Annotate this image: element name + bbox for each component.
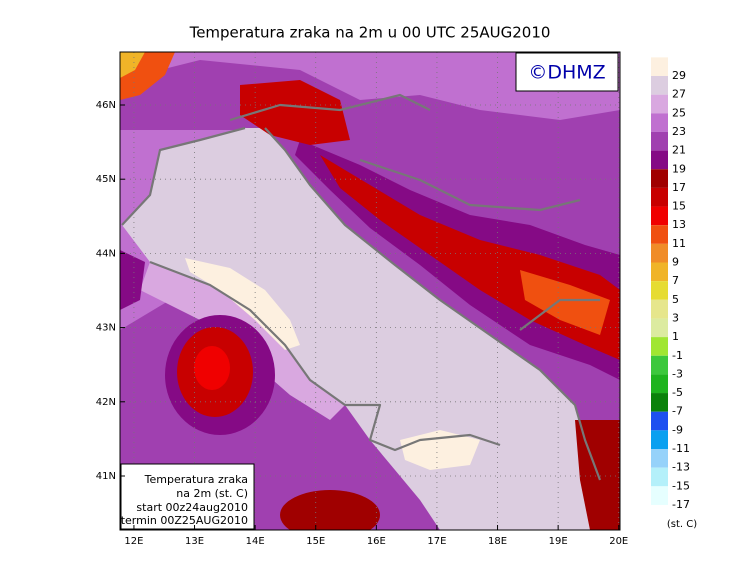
legend-swatch (651, 206, 668, 226)
legend-label: 1 (672, 330, 679, 343)
legend-swatch (651, 355, 668, 375)
legend-label: -5 (672, 386, 683, 399)
graticule (120, 52, 620, 530)
lat-label: 43N (96, 323, 116, 334)
legend-swatch (651, 299, 668, 319)
legend-swatch (651, 225, 668, 244)
legend-label: 3 (672, 311, 679, 324)
legend-swatch (651, 411, 668, 431)
legend-label: -17 (672, 498, 690, 511)
legend-swatch (651, 337, 668, 356)
lat-label: 44N (96, 248, 116, 259)
legend-swatch (651, 430, 668, 449)
legend-swatch (651, 113, 668, 132)
legend-label: 21 (672, 144, 686, 157)
legend-label: -7 (672, 405, 683, 418)
legend-label: 15 (672, 200, 686, 213)
lon-label: 16E (367, 536, 386, 547)
logo-box (515, 52, 619, 92)
legend-label: -9 (672, 423, 683, 436)
legend-swatch (651, 281, 668, 300)
legend-swatch (651, 393, 668, 412)
lat-label: 42N (96, 397, 116, 408)
lon-label: 12E (124, 536, 143, 547)
legend-label: -1 (672, 349, 683, 362)
lon-label: 17E (427, 536, 446, 547)
legend-swatch (651, 131, 668, 151)
lon-label: 20E (609, 536, 628, 547)
lon-label: 13E (185, 536, 204, 547)
legend-label: 11 (672, 237, 686, 250)
legend-label: -11 (672, 442, 690, 455)
legend-swatch (651, 150, 668, 170)
coastline (121, 93, 602, 481)
legend-swatch (651, 374, 668, 394)
legend-swatch (651, 449, 668, 468)
info-line: start 00z24aug2010 (136, 501, 248, 514)
legend-label: 25 (672, 106, 686, 119)
map-frame (119, 51, 621, 531)
lat-label: 45N (96, 174, 116, 185)
legend-label: -15 (672, 479, 690, 492)
lon-label: 18E (488, 536, 507, 547)
info-box (120, 463, 255, 530)
legend-label: 13 (672, 218, 686, 231)
legend-label: 5 (672, 293, 679, 306)
lat-label: 46N (96, 100, 116, 111)
legend-swatch (651, 318, 668, 338)
temperature-field (120, 52, 620, 530)
legend-label: 17 (672, 181, 686, 194)
legend-swatch (651, 262, 668, 282)
info-line: Temperatura zraka (144, 473, 248, 486)
legend-label: 9 (672, 256, 679, 269)
legend-swatch (651, 486, 668, 505)
lon-label: 19E (549, 536, 568, 547)
legend-label: 29 (672, 69, 686, 82)
legend-swatch (651, 243, 668, 263)
lon-label: 14E (246, 536, 265, 547)
legend-unit: (st. C) (667, 519, 697, 530)
legend-swatch (651, 169, 668, 188)
title: Temperatura zraka na 2m u 00 UTC 25AUG20… (189, 24, 551, 42)
legend-swatch (651, 57, 668, 76)
legend-swatch (651, 94, 668, 114)
legend-swatch (651, 467, 668, 487)
legend-label: 23 (672, 125, 686, 138)
info-line: na 2m (st. C) (176, 487, 248, 500)
lat-label: 41N (96, 471, 116, 482)
legend-swatch (651, 76, 668, 95)
logo: ©DHMZ (528, 62, 605, 84)
legend-swatch (651, 187, 668, 207)
legend-label: -3 (672, 367, 683, 380)
legend-label: -13 (672, 461, 690, 474)
info-line: termin 00Z25AUG2010 (121, 514, 248, 527)
lon-label: 15E (306, 536, 325, 547)
legend-label: 27 (672, 88, 686, 101)
legend-label: 19 (672, 162, 686, 175)
legend-label: 7 (672, 274, 679, 287)
